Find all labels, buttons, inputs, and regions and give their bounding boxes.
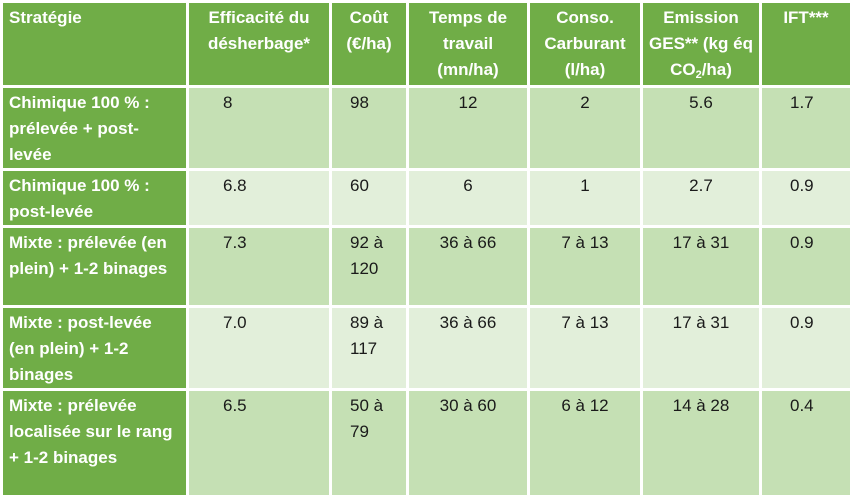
cell-carburant: 1: [529, 170, 642, 227]
table-row: Mixte : prélevée (en plein) + 1-2 binage…: [2, 227, 850, 307]
cell-efficacite: 7.3: [188, 227, 331, 307]
header-cout: Coût (€/ha): [331, 2, 408, 87]
row-strategy: Mixte : prélevée (en plein) + 1-2 binage…: [2, 227, 188, 307]
cell-temps: 30 à 60: [408, 390, 529, 497]
cell-carburant: 2: [529, 87, 642, 170]
table-row: Chimique 100 % : prélevée + post-levée 8…: [2, 87, 850, 170]
cell-ift: 0.9: [761, 170, 850, 227]
table-row: Chimique 100 % : post-levée 6.8 60 6 1 2…: [2, 170, 850, 227]
cell-cout: 98: [331, 87, 408, 170]
cell-efficacite: 7.0: [188, 307, 331, 390]
row-strategy: Mixte : prélevée localisée sur le rang +…: [2, 390, 188, 497]
cell-ift: 0.9: [761, 227, 850, 307]
cell-emission: 17 à 31: [642, 227, 761, 307]
cell-efficacite: 6.5: [188, 390, 331, 497]
cell-temps: 36 à 66: [408, 307, 529, 390]
cell-emission: 14 à 28: [642, 390, 761, 497]
cell-cout: 89 à 117: [331, 307, 408, 390]
cell-efficacite: 6.8: [188, 170, 331, 227]
header-efficacite: Efficacité du désherbage*: [188, 2, 331, 87]
row-strategy: Chimique 100 % : post-levée: [2, 170, 188, 227]
cell-cout: 60: [331, 170, 408, 227]
cell-ift: 0.4: [761, 390, 850, 497]
cell-emission: 5.6: [642, 87, 761, 170]
cell-ift: 0.9: [761, 307, 850, 390]
cell-temps: 6: [408, 170, 529, 227]
table-row: Mixte : post-levée (en plein) + 1-2 bina…: [2, 307, 850, 390]
cell-emission: 2.7: [642, 170, 761, 227]
cell-carburant: 6 à 12: [529, 390, 642, 497]
header-temps: Temps de travail (mn/ha): [408, 2, 529, 87]
cell-emission: 17 à 31: [642, 307, 761, 390]
cell-efficacite: 8: [188, 87, 331, 170]
row-strategy: Mixte : post-levée (en plein) + 1-2 bina…: [2, 307, 188, 390]
header-strategie: Stratégie: [2, 2, 188, 87]
cell-cout: 92 à 120: [331, 227, 408, 307]
cell-carburant: 7 à 13: [529, 307, 642, 390]
header-emission: Emission GES** (kg éq CO2/ha): [642, 2, 761, 87]
table-row: Mixte : prélevée localisée sur le rang +…: [2, 390, 850, 497]
header-row: Stratégie Efficacité du désherbage* Coût…: [2, 2, 850, 87]
cell-temps: 12: [408, 87, 529, 170]
cell-cout: 50 à 79: [331, 390, 408, 497]
cell-temps: 36 à 66: [408, 227, 529, 307]
header-carburant: Conso. Carburant (l/ha): [529, 2, 642, 87]
header-ift: IFT***: [761, 2, 850, 87]
cell-ift: 1.7: [761, 87, 850, 170]
cell-carburant: 7 à 13: [529, 227, 642, 307]
row-strategy: Chimique 100 % : prélevée + post-levée: [2, 87, 188, 170]
header-emission-suffix: /ha): [702, 60, 732, 79]
